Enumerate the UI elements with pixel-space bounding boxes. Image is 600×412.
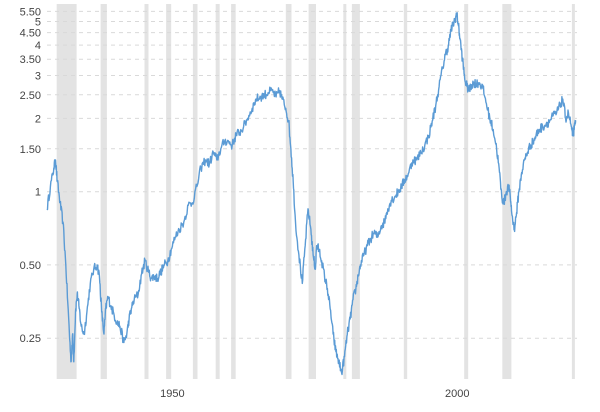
y-tick-label: 2 [35,113,41,125]
y-tick-label: 1.50 [20,144,41,156]
y-tick-label: 4 [35,40,41,52]
y-tick-label: 0.50 [20,260,41,272]
y-tick-label: 5 [35,17,41,29]
x-tick-label: 2000 [445,388,469,400]
recession-band-14 [571,4,575,379]
y-tick-label: 2.50 [20,90,41,102]
y-tick-label: 4.50 [20,28,41,40]
series-line-0 [46,12,577,376]
y-tick-label: 1 [35,187,41,199]
y-tick-label: 3.50 [20,54,41,66]
y-tick-label: 5.50 [20,6,41,18]
recession-band-10 [351,4,360,379]
x-tick-label: 1950 [160,388,184,400]
y-tick-label: 0.25 [20,333,41,345]
y-tick-label: 3 [35,71,41,83]
x-axis-ticks: 1950 2000 [160,388,469,400]
series-layer [46,12,577,376]
recession-band-11 [403,4,408,379]
